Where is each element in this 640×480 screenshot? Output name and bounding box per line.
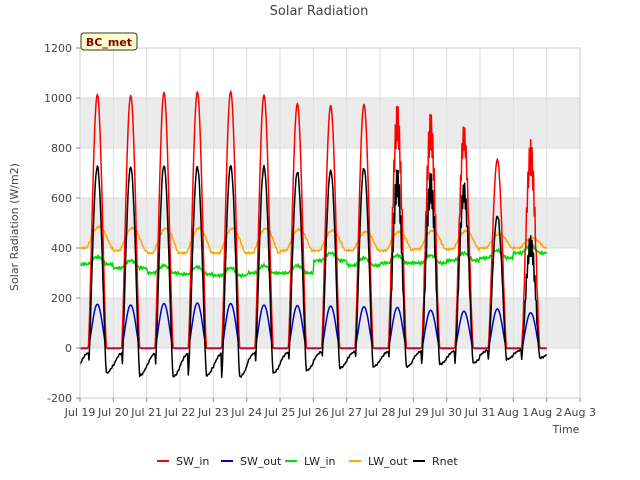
series-line-rnet: [79, 164, 547, 379]
series-line-sw-in: [79, 90, 547, 349]
y-tick-label: 800: [51, 142, 72, 155]
x-tick-label: Jul 24: [230, 406, 262, 419]
plot-frame: [79, 47, 581, 399]
x-tick-label: Jul 31: [464, 406, 496, 419]
x-tick-label: Aug 2: [531, 406, 563, 419]
x-tick-label: Jul 28: [364, 406, 396, 419]
plot-band: [80, 198, 580, 248]
y-tick-label: 600: [51, 192, 72, 205]
x-tick-label: Jul 19: [64, 406, 96, 419]
legend-label: SW_in: [176, 455, 209, 468]
x-tick-label: Jul 23: [197, 406, 229, 419]
y-tick-label: 1000: [44, 92, 72, 105]
x-tick-label: Jul 29: [397, 406, 429, 419]
x-tick-label: Aug 3: [564, 406, 596, 419]
x-tick-label: Jul 20: [97, 406, 129, 419]
site-badge-box: [80, 32, 138, 51]
x-tick-label: Jul 30: [430, 406, 462, 419]
x-axis-title: Time: [552, 423, 580, 436]
x-tick-label: Jul 25: [264, 406, 296, 419]
x-tick-label: Jul 21: [130, 406, 162, 419]
x-tick-label: Aug 1: [497, 406, 529, 419]
x-tick-label: Jul 26: [297, 406, 329, 419]
y-tick-label: 1200: [44, 42, 72, 55]
y-tick-label: 400: [51, 242, 72, 255]
y-tick-label: -200: [47, 392, 72, 405]
legend-label: LW_in: [304, 455, 336, 468]
series-layer: [79, 90, 548, 379]
legend-label: SW_out: [240, 455, 282, 468]
chart-title: Solar Radiation: [270, 4, 369, 19]
x-tick-label: Jul 22: [164, 406, 196, 419]
x-tick-label: Jul 27: [330, 406, 362, 419]
legend: SW_in SW_out LW_in LW_out Rnet: [157, 455, 458, 468]
site-badge-label: BC_met: [86, 36, 132, 49]
legend-label: Rnet: [432, 455, 458, 468]
legend-label: LW_out: [368, 455, 408, 468]
site-badge: BC_met: [80, 32, 138, 51]
y-tick-label: 0: [65, 342, 72, 355]
y-tick-label: 200: [51, 292, 72, 305]
y-axis-title: Solar Radiation (W/m2): [8, 163, 21, 291]
